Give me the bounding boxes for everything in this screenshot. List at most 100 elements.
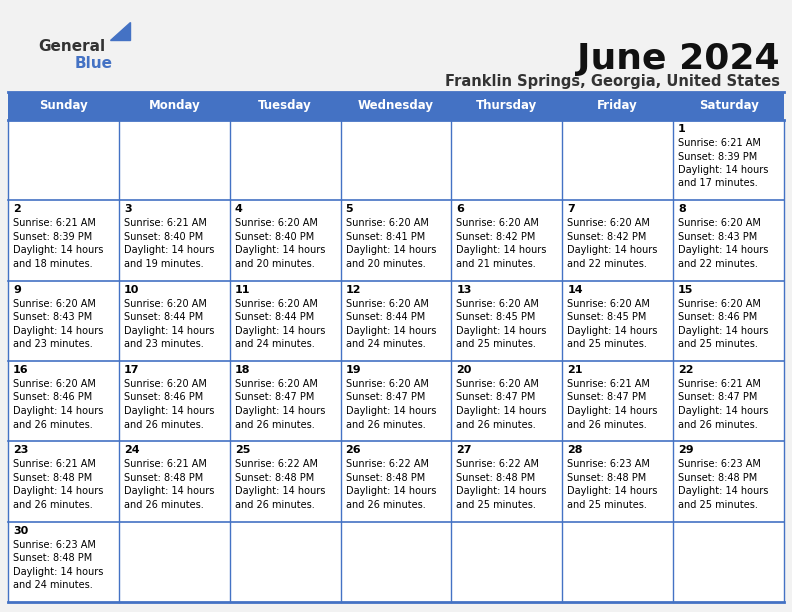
Text: Sunset: 8:42 PM: Sunset: 8:42 PM — [456, 232, 536, 242]
Text: 8: 8 — [678, 204, 686, 214]
Bar — [8, 521, 119, 602]
Text: Daylight: 14 hours: Daylight: 14 hours — [345, 487, 436, 496]
Text: and 25 minutes.: and 25 minutes. — [567, 339, 647, 349]
Bar — [230, 361, 341, 441]
Text: and 25 minutes.: and 25 minutes. — [456, 500, 536, 510]
Text: Daylight: 14 hours: Daylight: 14 hours — [13, 487, 104, 496]
Bar — [8, 200, 119, 281]
Text: 18: 18 — [234, 365, 250, 375]
Text: 11: 11 — [234, 285, 250, 294]
Text: Daylight: 14 hours: Daylight: 14 hours — [456, 326, 546, 335]
Text: and 17 minutes.: and 17 minutes. — [678, 179, 758, 188]
Text: Daylight: 14 hours: Daylight: 14 hours — [567, 245, 657, 255]
Text: June 2024: June 2024 — [577, 42, 780, 76]
Bar — [562, 361, 673, 441]
Bar — [230, 521, 341, 602]
Bar — [8, 120, 119, 200]
Text: Daylight: 14 hours: Daylight: 14 hours — [456, 487, 546, 496]
Bar — [451, 120, 562, 200]
Text: Sunset: 8:40 PM: Sunset: 8:40 PM — [234, 232, 314, 242]
Text: 5: 5 — [345, 204, 353, 214]
Bar — [562, 281, 673, 361]
Text: and 22 minutes.: and 22 minutes. — [567, 259, 647, 269]
Text: Daylight: 14 hours: Daylight: 14 hours — [678, 406, 768, 416]
Text: Daylight: 14 hours: Daylight: 14 hours — [567, 406, 657, 416]
Text: and 26 minutes.: and 26 minutes. — [678, 419, 758, 430]
Text: 10: 10 — [124, 285, 139, 294]
Text: and 25 minutes.: and 25 minutes. — [678, 500, 758, 510]
Text: Sunset: 8:48 PM: Sunset: 8:48 PM — [456, 473, 535, 483]
Text: 4: 4 — [234, 204, 242, 214]
Bar — [119, 281, 230, 361]
Text: Sunset: 8:43 PM: Sunset: 8:43 PM — [13, 312, 92, 322]
Text: Monday: Monday — [148, 100, 200, 113]
Text: Sunrise: 6:20 AM: Sunrise: 6:20 AM — [124, 299, 207, 308]
Bar — [673, 361, 784, 441]
Bar — [119, 441, 230, 521]
Text: Sunset: 8:43 PM: Sunset: 8:43 PM — [678, 232, 757, 242]
Text: and 23 minutes.: and 23 minutes. — [124, 339, 204, 349]
Text: Sunrise: 6:21 AM: Sunrise: 6:21 AM — [567, 379, 650, 389]
Text: 14: 14 — [567, 285, 583, 294]
Text: Sunrise: 6:20 AM: Sunrise: 6:20 AM — [678, 299, 761, 308]
Bar — [230, 120, 341, 200]
Text: Sunrise: 6:21 AM: Sunrise: 6:21 AM — [678, 379, 761, 389]
Text: and 26 minutes.: and 26 minutes. — [234, 500, 314, 510]
Text: 13: 13 — [456, 285, 472, 294]
Text: Sunrise: 6:21 AM: Sunrise: 6:21 AM — [13, 460, 96, 469]
Bar — [119, 200, 230, 281]
Text: and 26 minutes.: and 26 minutes. — [124, 500, 204, 510]
Text: Daylight: 14 hours: Daylight: 14 hours — [345, 326, 436, 335]
Text: 24: 24 — [124, 446, 139, 455]
Text: Daylight: 14 hours: Daylight: 14 hours — [234, 245, 325, 255]
Polygon shape — [110, 22, 130, 40]
Text: Sunrise: 6:20 AM: Sunrise: 6:20 AM — [678, 218, 761, 228]
Text: and 19 minutes.: and 19 minutes. — [124, 259, 204, 269]
Text: and 24 minutes.: and 24 minutes. — [13, 580, 93, 590]
Text: and 26 minutes.: and 26 minutes. — [567, 419, 647, 430]
Text: 3: 3 — [124, 204, 131, 214]
Text: Sunset: 8:48 PM: Sunset: 8:48 PM — [234, 473, 314, 483]
Text: 7: 7 — [567, 204, 575, 214]
Text: Sunday: Sunday — [39, 100, 88, 113]
Text: and 25 minutes.: and 25 minutes. — [567, 500, 647, 510]
Text: 9: 9 — [13, 285, 21, 294]
Text: Sunrise: 6:22 AM: Sunrise: 6:22 AM — [456, 460, 539, 469]
Text: Sunset: 8:44 PM: Sunset: 8:44 PM — [234, 312, 314, 322]
Text: Sunset: 8:48 PM: Sunset: 8:48 PM — [345, 473, 425, 483]
Bar — [451, 281, 562, 361]
Text: Sunrise: 6:20 AM: Sunrise: 6:20 AM — [456, 218, 539, 228]
Text: Wednesday: Wednesday — [358, 100, 434, 113]
Text: Blue: Blue — [75, 56, 113, 71]
Text: and 23 minutes.: and 23 minutes. — [13, 339, 93, 349]
Bar — [341, 441, 451, 521]
Text: Sunset: 8:48 PM: Sunset: 8:48 PM — [124, 473, 203, 483]
Text: 12: 12 — [345, 285, 361, 294]
Text: Daylight: 14 hours: Daylight: 14 hours — [124, 487, 214, 496]
Text: Sunrise: 6:21 AM: Sunrise: 6:21 AM — [678, 138, 761, 148]
Text: Sunrise: 6:20 AM: Sunrise: 6:20 AM — [234, 218, 318, 228]
Text: and 26 minutes.: and 26 minutes. — [345, 500, 425, 510]
Bar — [341, 521, 451, 602]
Text: Daylight: 14 hours: Daylight: 14 hours — [124, 406, 214, 416]
Text: Daylight: 14 hours: Daylight: 14 hours — [13, 406, 104, 416]
Text: 25: 25 — [234, 446, 250, 455]
Bar — [8, 441, 119, 521]
Text: Sunset: 8:46 PM: Sunset: 8:46 PM — [678, 312, 757, 322]
Text: and 26 minutes.: and 26 minutes. — [13, 500, 93, 510]
Text: Sunset: 8:45 PM: Sunset: 8:45 PM — [567, 312, 646, 322]
Text: Daylight: 14 hours: Daylight: 14 hours — [345, 245, 436, 255]
Text: and 24 minutes.: and 24 minutes. — [345, 339, 425, 349]
Text: 27: 27 — [456, 446, 472, 455]
Bar — [341, 281, 451, 361]
Text: Sunset: 8:44 PM: Sunset: 8:44 PM — [124, 312, 203, 322]
Text: 26: 26 — [345, 446, 361, 455]
Text: 2: 2 — [13, 204, 21, 214]
Text: Sunrise: 6:22 AM: Sunrise: 6:22 AM — [345, 460, 428, 469]
Text: Sunrise: 6:21 AM: Sunrise: 6:21 AM — [124, 460, 207, 469]
Text: Sunrise: 6:20 AM: Sunrise: 6:20 AM — [567, 299, 650, 308]
Bar — [230, 441, 341, 521]
Text: Sunset: 8:41 PM: Sunset: 8:41 PM — [345, 232, 425, 242]
Bar — [562, 200, 673, 281]
Text: Daylight: 14 hours: Daylight: 14 hours — [678, 487, 768, 496]
